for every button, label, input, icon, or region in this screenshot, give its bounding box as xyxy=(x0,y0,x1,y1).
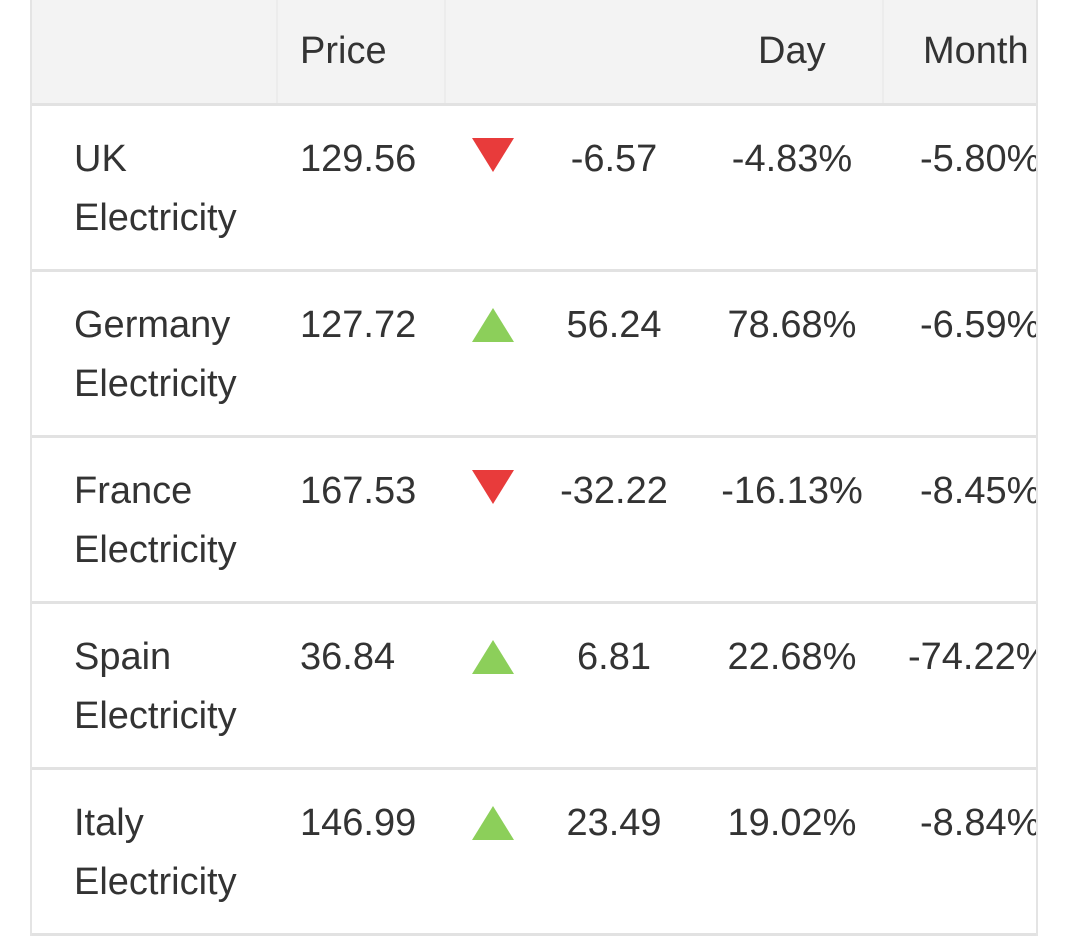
market-name[interactable]: France xyxy=(74,470,193,512)
month-percent: -5.80% xyxy=(920,138,1038,180)
change-value: 56.24 xyxy=(566,304,662,346)
change-value: -6.57 xyxy=(570,138,658,180)
table-row[interactable]: Germany Electricity 127.72 56.24 78.68% -6.59… xyxy=(32,272,1038,438)
header-price[interactable]: Price xyxy=(300,30,387,72)
price-value: 146.99 xyxy=(300,802,417,844)
day-percent: 19.02% xyxy=(727,802,857,844)
market-name-sub[interactable]: Electricity xyxy=(74,363,237,405)
market-name-sub[interactable]: Electricity xyxy=(74,695,237,737)
header-divider xyxy=(444,0,446,103)
price-value: 129.56 xyxy=(300,138,417,180)
change-value: 23.49 xyxy=(566,802,662,844)
table-row[interactable]: France Electricity 167.53 -32.22 -16.13% -8.4… xyxy=(32,438,1038,604)
market-name-sub[interactable]: Electricity xyxy=(74,197,237,239)
market-name[interactable]: Italy xyxy=(74,802,144,844)
day-percent: -16.13% xyxy=(721,470,863,512)
change-value: -32.22 xyxy=(560,470,668,512)
month-percent: -8.84% xyxy=(920,802,1038,844)
prices-table: Price Day Month UK Electricity 129.56 -6.57… xyxy=(30,0,1038,936)
arrow-up-icon xyxy=(472,806,514,840)
price-value: 167.53 xyxy=(300,470,417,512)
table-row[interactable]: Italy Electricity 146.99 23.49 19.02% -8.84% xyxy=(32,770,1038,936)
header-divider xyxy=(276,0,278,103)
arrow-down-icon xyxy=(472,138,514,172)
arrow-up-icon xyxy=(472,640,514,674)
market-name-sub[interactable]: Electricity xyxy=(74,861,237,903)
header-divider xyxy=(882,0,884,103)
market-name-sub[interactable]: Electricity xyxy=(74,529,237,571)
table-row[interactable]: Spain Electricity 36.84 6.81 22.68% -74.22% xyxy=(32,604,1038,770)
price-value: 127.72 xyxy=(300,304,417,346)
arrow-up-icon xyxy=(472,308,514,342)
market-name[interactable]: Germany xyxy=(74,304,231,346)
change-value: 6.81 xyxy=(577,636,651,678)
month-percent: -6.59% xyxy=(920,304,1038,346)
day-percent: 22.68% xyxy=(727,636,857,678)
market-name[interactable]: UK xyxy=(74,138,127,180)
header-month[interactable]: Month xyxy=(923,30,1029,72)
table-row[interactable]: UK Electricity 129.56 -6.57 -4.83% -5.80% xyxy=(32,106,1038,272)
month-percent: -8.45% xyxy=(920,470,1038,512)
header-day[interactable]: Day xyxy=(758,30,826,72)
table-header: Price Day Month xyxy=(32,0,1036,106)
market-name[interactable]: Spain xyxy=(74,636,172,678)
price-value: 36.84 xyxy=(300,636,396,678)
day-percent: 78.68% xyxy=(727,304,857,346)
month-percent: -74.22% xyxy=(908,636,1038,678)
day-percent: -4.83% xyxy=(731,138,853,180)
arrow-down-icon xyxy=(472,470,514,504)
